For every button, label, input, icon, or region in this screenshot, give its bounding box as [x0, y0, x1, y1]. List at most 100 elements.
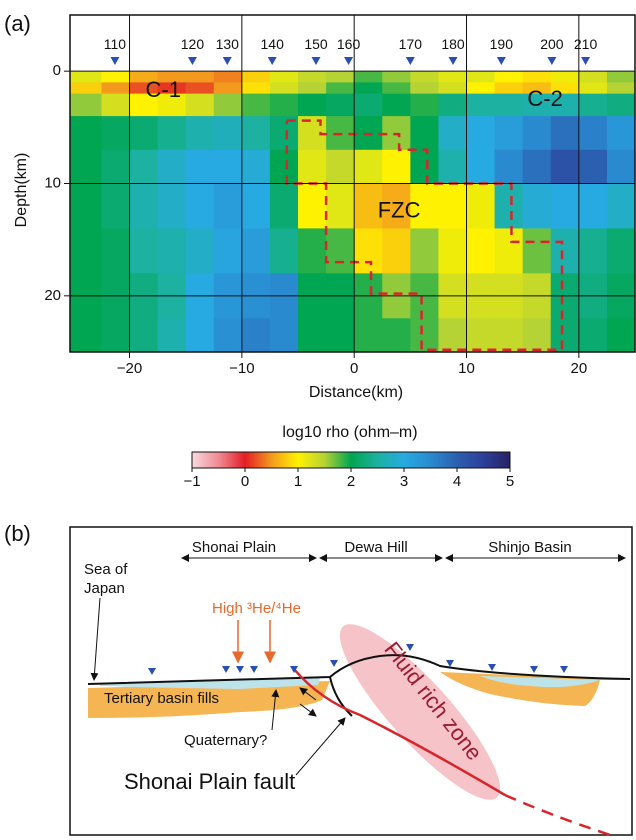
colorbar-tick-label: 3	[400, 473, 408, 490]
heat-cell	[410, 71, 439, 83]
y-tick-label: 20	[44, 287, 61, 304]
heat-cell	[157, 93, 187, 117]
heat-cell	[550, 183, 580, 229]
heat-cell	[550, 149, 580, 184]
heat-cell	[298, 318, 327, 353]
panel-label: (a)	[4, 11, 31, 36]
heat-cell	[466, 183, 496, 229]
schematic: (b) Shonai Plain Dewa Hill Shinjo Basin …	[4, 521, 633, 837]
heat-cell	[438, 93, 468, 117]
heat-cell	[410, 116, 439, 151]
heat-cell	[522, 82, 552, 95]
station-label: 200	[540, 36, 564, 52]
heat-cell	[213, 93, 243, 117]
heat-cell	[326, 318, 355, 353]
basin-fill	[440, 672, 630, 706]
heat-cell	[606, 183, 636, 229]
heat-cell	[70, 318, 102, 353]
station-label: 150	[304, 36, 328, 52]
heat-cell	[382, 318, 411, 353]
heat-cell	[241, 93, 271, 117]
heat-cell	[578, 183, 608, 229]
heat-cell	[550, 318, 580, 353]
heat-cell	[326, 82, 355, 95]
heat-cell	[269, 71, 299, 83]
heat-cell	[129, 93, 159, 117]
fault-trace	[329, 676, 353, 717]
heat-cell	[298, 149, 327, 184]
heat-cell	[522, 318, 552, 353]
heat-cell	[326, 71, 355, 83]
heat-cell	[550, 116, 580, 151]
heat-cell	[382, 71, 411, 83]
heat-cell	[101, 82, 131, 95]
fault-line	[292, 667, 506, 797]
heat-cell	[269, 183, 299, 229]
basin-fill	[88, 681, 330, 718]
heat-cell	[438, 318, 468, 353]
heat-cell	[70, 71, 102, 83]
heat-cell	[185, 82, 215, 95]
heat-cell	[466, 149, 496, 184]
heat-cell	[269, 82, 299, 95]
station-marker	[267, 57, 277, 66]
heat-cell	[466, 82, 496, 95]
heat-cell	[522, 183, 552, 229]
heat-cell	[157, 71, 187, 83]
panel-frame	[69, 526, 633, 836]
x-tick-label: 20	[570, 360, 587, 377]
heat-cell	[129, 149, 159, 184]
fault-label: Shonai Plain fault	[124, 769, 295, 794]
annotation: C-1	[146, 77, 181, 102]
pointer	[271, 689, 280, 731]
heat-cell	[578, 93, 608, 117]
heat-cell	[129, 82, 159, 95]
heat-cell	[298, 228, 327, 274]
annotation: FZC	[378, 197, 421, 222]
heat-cell	[466, 116, 496, 151]
colorbar-tick-label: 5	[506, 473, 514, 490]
region-label: Shinjo Basin	[488, 539, 571, 556]
heat-cell	[298, 82, 327, 95]
heat-cell	[578, 116, 608, 151]
heat-cell	[550, 93, 580, 117]
heat-cell	[101, 228, 131, 274]
heat-cell	[326, 93, 355, 117]
heat-cell	[101, 183, 131, 229]
heat-cell	[269, 93, 299, 117]
heat-cell	[382, 228, 411, 274]
heat-cell	[129, 318, 159, 353]
station-label: 130	[216, 36, 240, 52]
heat-cell	[354, 82, 383, 95]
quaternary-label: Quaternary?	[184, 732, 267, 749]
heat-cell	[606, 228, 636, 274]
heat-cell	[438, 183, 468, 229]
station-marker	[110, 57, 120, 66]
heat-cell	[101, 116, 131, 151]
heat-cell	[382, 183, 411, 229]
station-label: 110	[104, 36, 127, 52]
heat-cell	[382, 149, 411, 184]
colorbar-tick-label: 4	[453, 473, 461, 490]
heat-cell	[157, 149, 187, 184]
heat-cell	[522, 93, 552, 117]
heat-cell	[129, 116, 159, 151]
heat-cell	[354, 93, 383, 117]
y-axis-label: Depth(km)	[13, 153, 30, 228]
heat-cell	[606, 82, 636, 95]
region-label: Dewa Hill	[344, 539, 407, 556]
heat-cell	[494, 183, 524, 229]
heat-cell	[213, 318, 243, 353]
heat-cell	[269, 228, 299, 274]
station-marker	[344, 57, 354, 66]
y-tick-label: 0	[53, 62, 61, 79]
colorbar-tick-label: −1	[183, 473, 200, 490]
station-marker	[187, 57, 197, 66]
y-tick-label: 10	[44, 174, 61, 191]
heat-cell	[438, 116, 468, 151]
heat-cell	[213, 82, 243, 95]
heat-cell	[494, 228, 524, 274]
heat-cell	[157, 82, 187, 95]
heat-cell	[326, 228, 355, 274]
